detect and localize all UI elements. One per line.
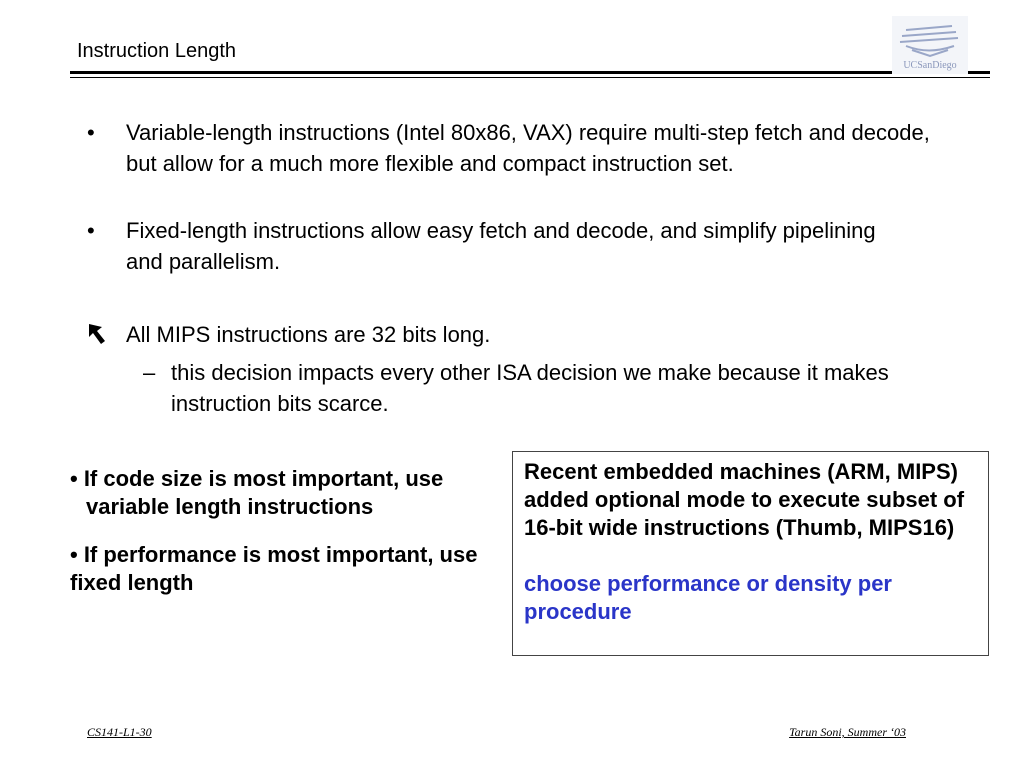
title-rule-thin (70, 77, 990, 78)
pointer-arrow-icon (87, 322, 111, 354)
bullet-list: • Variable-length instructions (Intel 80… (87, 120, 930, 416)
embedded-machines-box: Recent embedded machines (ARM, MIPS) add… (512, 451, 989, 656)
bullet-text: this decision impacts every other ISA de… (171, 360, 889, 416)
box-text: Recent embedded machines (ARM, MIPS) add… (524, 459, 965, 540)
slide-title: Instruction Length (77, 40, 236, 62)
left-notes: • If code size is most important, use va… (70, 465, 490, 597)
ucsd-logo-graphic: UCSanDiego (892, 16, 968, 74)
footer-author: Tarun Soni, Summer ‘03 (789, 725, 906, 739)
bullet-text: Variable-length instructions (Intel 80x8… (126, 120, 930, 176)
bullet-marker: • (87, 120, 95, 145)
dash-marker: – (143, 360, 156, 385)
note-performance: • If performance is most important, use … (70, 542, 478, 595)
ucsd-logo: UCSanDiego (892, 16, 968, 74)
title-rule-thick (70, 71, 990, 74)
note-code-size: • If code size is most important, use va… (70, 466, 444, 519)
bullet-text: Fixed-length instructions allow easy fet… (126, 218, 876, 274)
bullet-text: All MIPS instructions are 32 bits long. (126, 322, 491, 347)
svg-text:UCSanDiego: UCSanDiego (903, 60, 956, 71)
bullet-marker: • (87, 218, 95, 243)
footer-slide-id: CS141-L1-30 (87, 725, 152, 739)
box-highlight: choose performance or density per proced… (524, 571, 892, 624)
